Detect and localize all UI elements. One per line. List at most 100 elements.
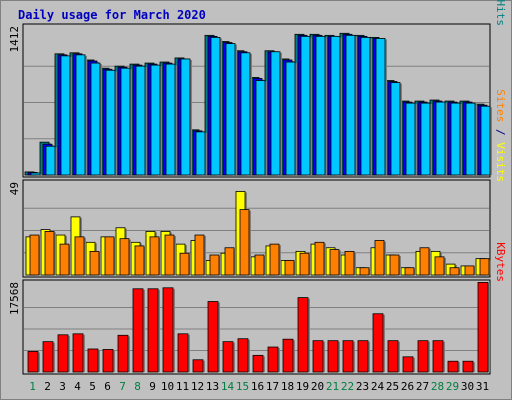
x-tick-label: 21 — [326, 380, 339, 393]
bar-pages-8 — [135, 65, 146, 176]
bar-kbytes-24 — [372, 313, 384, 373]
x-tick-label: 14 — [221, 380, 235, 393]
bar-kbytes-4 — [72, 333, 84, 373]
panel-max-label: 49 — [8, 182, 21, 195]
bar-sites-12 — [194, 234, 205, 276]
x-tick-label: 19 — [296, 380, 309, 393]
bar-kbytes-26 — [402, 356, 414, 373]
x-tick-label: 17 — [266, 380, 279, 393]
bar-pages-24 — [375, 38, 386, 176]
bar-kbytes-7 — [117, 334, 129, 373]
bar-sites-8 — [134, 245, 145, 276]
bar-pages-18 — [285, 61, 296, 176]
bar-sites-14 — [224, 247, 235, 276]
bar-pages-9 — [150, 64, 161, 176]
x-tick-label: 3 — [59, 380, 66, 393]
x-tick-label: 24 — [371, 380, 385, 393]
bar-kbytes-14 — [222, 341, 234, 373]
x-tick-label: 1 — [29, 380, 36, 393]
x-tick-label: 18 — [281, 380, 294, 393]
bar-pages-1 — [30, 172, 41, 176]
bar-sites-3 — [59, 243, 70, 276]
bar-pages-3 — [60, 55, 71, 176]
x-tick-label: 30 — [461, 380, 474, 393]
bar-kbytes-19 — [297, 297, 309, 373]
bar-pages-10 — [165, 63, 176, 176]
bar-kbytes-8 — [132, 288, 144, 373]
x-tick-label: 12 — [191, 380, 204, 393]
bar-kbytes-18 — [282, 338, 294, 373]
bar-sites-24 — [374, 240, 385, 276]
x-tick-label: 11 — [176, 380, 189, 393]
x-tick-label: 16 — [251, 380, 264, 393]
panel-kbytes: 17568 KBytes — [8, 242, 507, 375]
bar-sites-2 — [44, 231, 55, 276]
x-tick-label: 5 — [89, 380, 96, 393]
bar-pages-5 — [90, 62, 101, 176]
bar-kbytes-5 — [87, 348, 99, 373]
bar-sites-22 — [344, 250, 355, 276]
bar-kbytes-29 — [447, 360, 459, 373]
x-tick-label: 13 — [206, 380, 219, 393]
x-tick-label: 4 — [74, 380, 81, 393]
x-tick-label: 28 — [431, 380, 444, 393]
bar-pages-27 — [420, 102, 431, 176]
bar-pages-14 — [225, 43, 236, 176]
legend-part: Hits — [494, 0, 507, 26]
bar-sites-23 — [359, 267, 370, 276]
bar-sites-10 — [164, 234, 175, 276]
x-tick-label: 27 — [416, 380, 429, 393]
bar-sites-25 — [389, 254, 400, 276]
bar-pages-28 — [435, 101, 446, 176]
bar-kbytes-12 — [192, 359, 204, 373]
bar-pages-21 — [330, 35, 341, 176]
bar-sites-30 — [464, 265, 475, 276]
bar-pages-12 — [195, 131, 206, 176]
bar-pages-25 — [390, 82, 401, 176]
panel-legend-label: Sites / Visits — [494, 89, 507, 182]
bar-kbytes-28 — [432, 340, 444, 373]
x-tick-label: 6 — [104, 380, 111, 393]
panel-visits-sites: 49 Sites / Visits — [8, 89, 507, 278]
bar-pages-13 — [210, 36, 221, 176]
panel-legend-label: KBytes — [494, 242, 507, 282]
bar-sites-5 — [89, 250, 100, 276]
bar-kbytes-30 — [462, 360, 474, 373]
bar-pages-15 — [240, 52, 251, 176]
bar-kbytes-2 — [42, 341, 54, 373]
bar-kbytes-13 — [207, 301, 219, 373]
bar-pages-2 — [45, 145, 56, 176]
bar-pages-11 — [180, 58, 191, 176]
bar-sites-26 — [404, 267, 415, 276]
x-tick-label: 8 — [134, 380, 141, 393]
bar-pages-31 — [480, 105, 491, 176]
x-tick-label: 9 — [149, 380, 156, 393]
bar-kbytes-9 — [147, 288, 159, 373]
chart-title: Daily usage for March 2020 — [18, 8, 206, 22]
bar-sites-18 — [284, 260, 295, 276]
bar-pages-20 — [315, 35, 326, 176]
bar-kbytes-6 — [102, 349, 114, 373]
legend-part: Visits — [494, 142, 507, 182]
bar-sites-16 — [254, 254, 265, 276]
panel-max-label: 1412 — [8, 26, 21, 53]
x-tick-label: 29 — [446, 380, 459, 393]
bar-kbytes-27 — [417, 340, 429, 373]
x-tick-label: 26 — [401, 380, 414, 393]
bar-sites-20 — [314, 241, 325, 276]
bar-pages-30 — [465, 102, 476, 176]
bar-sites-1 — [29, 234, 40, 276]
x-tick-label: 22 — [341, 380, 354, 393]
bar-kbytes-21 — [327, 340, 339, 373]
bar-kbytes-15 — [237, 338, 249, 373]
legend-part: Sites — [494, 89, 507, 122]
bar-sites-17 — [269, 243, 280, 276]
legend-part: / — [494, 122, 507, 142]
bar-kbytes-31 — [477, 282, 489, 373]
bar-pages-23 — [360, 36, 371, 176]
x-tick-label: 25 — [386, 380, 399, 393]
bar-kbytes-17 — [267, 346, 279, 373]
bar-sites-19 — [299, 252, 310, 276]
bar-pages-7 — [120, 67, 131, 176]
